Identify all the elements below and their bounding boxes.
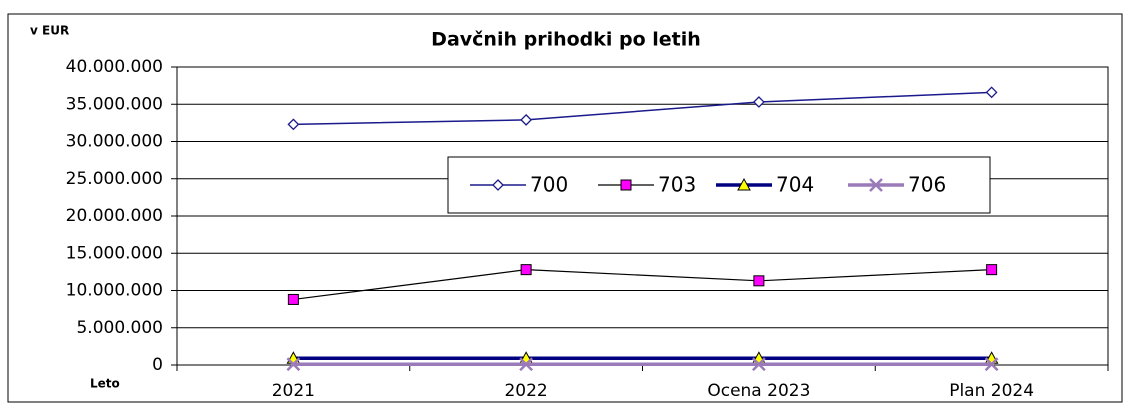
y-unit-label: v EUR <box>30 24 69 38</box>
x-tick-label: Plan 2024 <box>949 381 1034 401</box>
legend-label: 706 <box>908 173 946 197</box>
x-tick-label: 2021 <box>272 381 315 401</box>
marker <box>520 113 533 126</box>
marker <box>986 264 998 276</box>
marker <box>985 86 998 99</box>
series-line <box>293 269 992 301</box>
y-tick-label: 0 <box>152 355 163 375</box>
marker <box>287 118 300 131</box>
marker <box>520 264 532 276</box>
y-tick-label: 40.000.000 <box>66 57 163 77</box>
x-tick-label: Ocena 2023 <box>707 381 810 401</box>
marker <box>286 357 301 372</box>
y-tick-label: 5.000.000 <box>76 318 163 338</box>
legend-label: 704 <box>776 173 814 197</box>
marker <box>984 357 999 372</box>
y-tick-label: 15.000.000 <box>66 243 163 263</box>
y-tick-label: 25.000.000 <box>66 169 163 189</box>
x-tick-label: 2022 <box>504 381 547 401</box>
marker <box>287 293 299 305</box>
marker <box>869 178 883 192</box>
legend: 700 703 704 706 <box>447 156 991 214</box>
y-tick-label: 20.000.000 <box>66 206 163 226</box>
y-tick-label: 10.000.000 <box>66 281 163 301</box>
series-line <box>293 91 992 126</box>
legend-label: 703 <box>658 173 696 197</box>
marker <box>492 179 504 191</box>
chart-title: Davčnih prihodki po letih <box>431 29 701 51</box>
y-tick-label: 35.000.000 <box>66 94 163 114</box>
x-axis-label: Leto <box>90 377 120 391</box>
marker <box>751 357 766 372</box>
y-tick-label: 30.000.000 <box>66 132 163 152</box>
marker <box>752 96 765 108</box>
marker <box>737 177 751 191</box>
marker <box>519 357 534 372</box>
marker <box>620 179 632 191</box>
legend-label: 700 <box>530 173 568 197</box>
marker <box>753 275 765 287</box>
